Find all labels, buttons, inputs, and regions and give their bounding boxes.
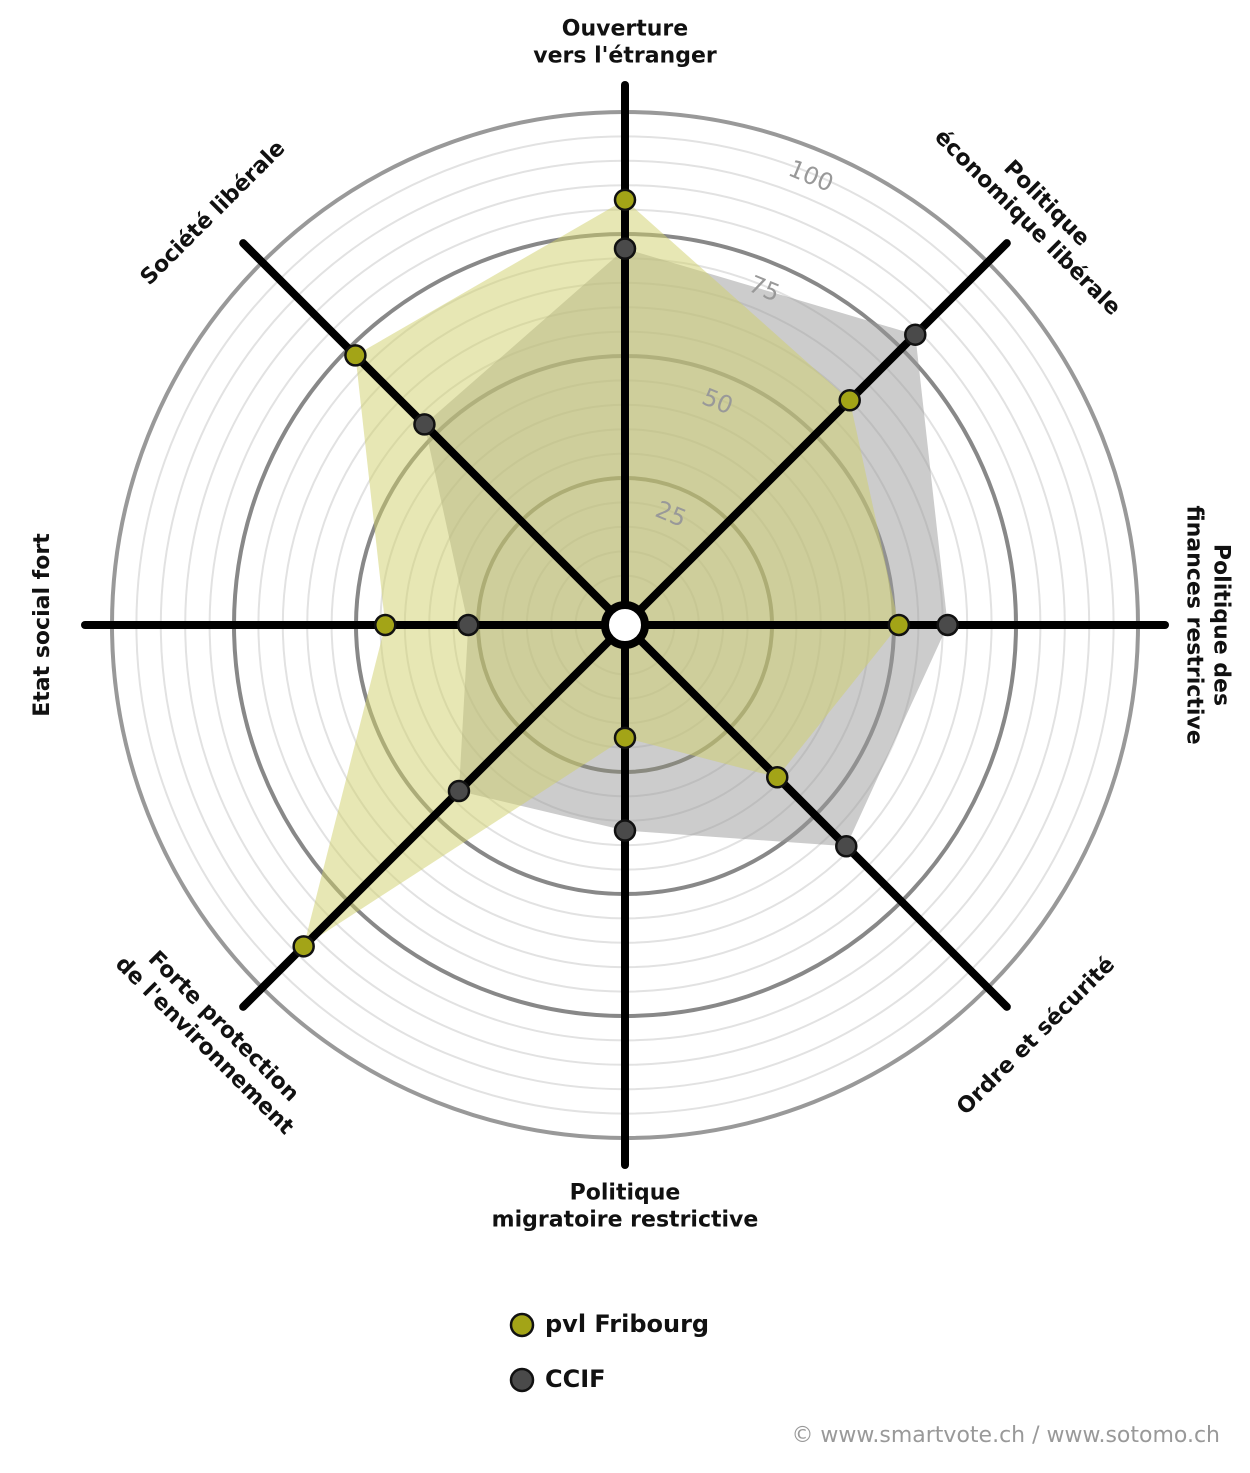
legend-label: CCIF [545, 1365, 606, 1393]
axis-line [621, 621, 1011, 1011]
data-point [344, 344, 367, 367]
category-label: Politique desfinances restrictive [1182, 505, 1234, 744]
data-point [613, 237, 637, 260]
data-point [374, 613, 397, 637]
category-label-line: vers l'étranger [533, 44, 717, 69]
legend-label: pvl Fribourg [545, 1310, 709, 1338]
data-point [835, 835, 858, 858]
legend-marker [509, 1312, 535, 1338]
category-label: Politique migratoire restrictive [492, 1181, 759, 1233]
series-area [303, 199, 899, 947]
data-point [766, 766, 789, 789]
data-point [413, 413, 436, 436]
center [601, 601, 649, 649]
data-point [456, 613, 480, 637]
data-point [887, 613, 911, 637]
legend-marker [509, 1367, 535, 1393]
data-point [904, 323, 927, 346]
category-label-line: Politique des [1209, 544, 1234, 706]
data-point [936, 613, 959, 637]
axis-line [621, 239, 1011, 629]
category-label-line: Etat social fort [30, 533, 55, 717]
category-label-line: finances restrictive [1182, 505, 1207, 744]
axis-line [239, 239, 629, 629]
data-point [613, 188, 637, 212]
category-label-line: Politique [570, 1181, 681, 1206]
category-label-line: Ouverture [562, 17, 688, 42]
data-point [447, 779, 471, 803]
category-label: Etat social fort [30, 533, 55, 717]
category-label-line: migratoire restrictive [492, 1208, 759, 1233]
data-point [613, 726, 637, 750]
data-point [838, 389, 861, 412]
category-label: Ouverture vers l'étranger [533, 17, 717, 69]
source: © www.smartvote.ch / www.sotomo.ch [791, 1423, 1220, 1448]
data-point [613, 819, 637, 842]
data-point [292, 935, 315, 958]
